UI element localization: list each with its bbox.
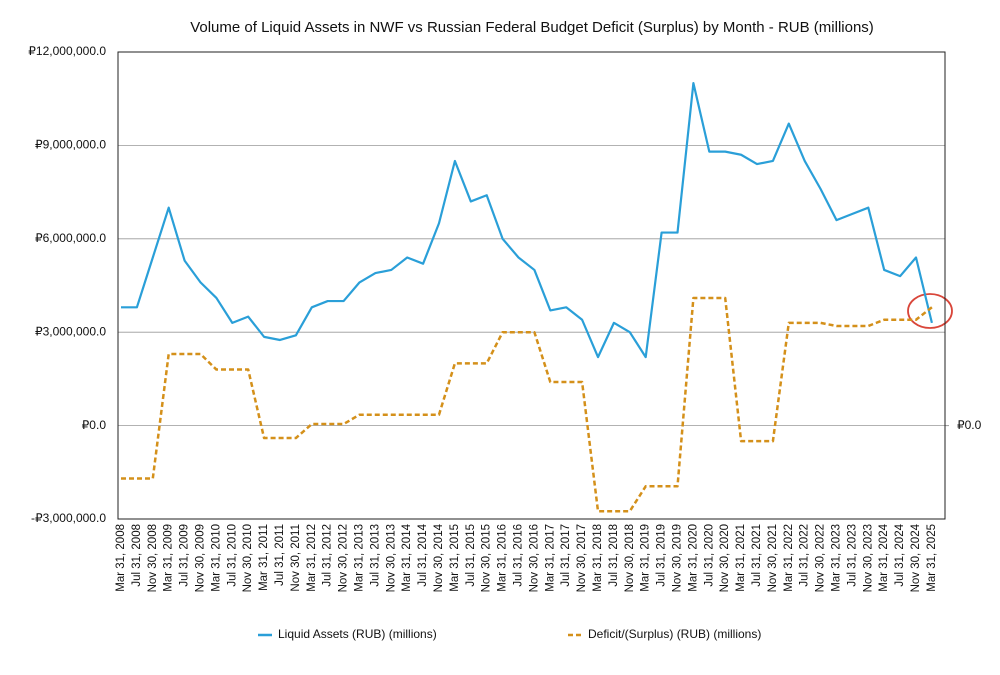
- x-tick-label: Mar 31, 2010: [210, 524, 222, 592]
- y-tick-label: ₽6,000,000.0: [35, 231, 106, 245]
- x-tick-label: Nov 30, 2008: [147, 524, 159, 592]
- x-tick-label: Jul 31, 2015: [465, 524, 477, 587]
- x-tick-label: Nov 30, 2016: [528, 524, 540, 592]
- x-tick-label: Mar 31, 2018: [592, 524, 604, 592]
- legend-item: Liquid Assets (RUB) (millions): [258, 627, 437, 641]
- y-tick-label: ₽0.0: [82, 418, 107, 432]
- y-tick-label: ₽12,000,000.0: [28, 44, 106, 58]
- y-tick-label: -₽3,000,000.0: [31, 511, 106, 525]
- x-tick-label: Nov 30, 2024: [910, 523, 922, 592]
- x-tick-label: Jul 31, 2018: [608, 524, 620, 587]
- x-tick-label: Nov 30, 2022: [815, 524, 827, 592]
- y-tick-label: ₽3,000,000.0: [35, 324, 106, 338]
- x-tick-label: Jul 31, 2014: [417, 523, 429, 586]
- x-tick-label: Nov 30, 2012: [338, 524, 350, 592]
- x-tick-label: Nov 30, 2014: [433, 523, 445, 592]
- plot-frame: [117, 51, 946, 520]
- x-tick-label: Nov 30, 2009: [195, 524, 207, 592]
- legend-label: Deficit/(Surplus) (RUB) (millions): [588, 627, 761, 641]
- x-tick-label: Mar 31, 2008: [115, 524, 127, 592]
- series-line: [121, 296, 933, 513]
- y-tick-label: ₽9,000,000.0: [35, 138, 106, 152]
- chart-title: Volume of Liquid Assets in NWF vs Russia…: [190, 19, 874, 36]
- x-tick-label: Nov 30, 2011: [290, 524, 302, 592]
- x-tick-label: Jul 31, 2021: [751, 524, 763, 587]
- x-tick-label: Mar 31, 2013: [354, 524, 366, 592]
- x-tick-label: Mar 31, 2012: [306, 524, 318, 592]
- x-tick-label: Nov 30, 2020: [719, 524, 731, 592]
- x-tick-label: Jul 31, 2016: [513, 524, 525, 587]
- x-tick-label: Nov 30, 2021: [767, 524, 779, 592]
- x-tick-label: Mar 31, 2021: [735, 524, 747, 592]
- x-tick-label: Mar 31, 2009: [163, 524, 175, 592]
- x-tick-label: Jul 31, 2010: [226, 524, 238, 587]
- x-tick-label: Jul 31, 2024: [894, 523, 906, 586]
- x-tick-label: Mar 31, 2023: [831, 524, 843, 592]
- x-tick-label: Nov 30, 2018: [624, 524, 636, 592]
- y2-tick-label: ₽0.0: [957, 418, 982, 432]
- x-tick-label: Mar 31, 2025: [926, 524, 938, 592]
- x-tick-label: Jul 31, 2009: [179, 524, 191, 587]
- x-tick-label: Nov 30, 2017: [576, 524, 588, 592]
- x-tick-label: Jul 31, 2019: [656, 524, 668, 587]
- x-tick-label: Nov 30, 2013: [385, 524, 397, 592]
- x-tick-label: Mar 31, 2017: [544, 524, 556, 592]
- x-tick-label: Mar 31, 2024: [878, 523, 890, 591]
- x-tick-label: Jul 31, 2013: [369, 524, 381, 587]
- highlight-circle: [907, 293, 953, 329]
- x-tick-label: Jul 31, 2020: [703, 524, 715, 587]
- x-tick-label: Mar 31, 2015: [449, 524, 461, 592]
- x-tick-label: Jul 31, 2023: [846, 524, 858, 587]
- series-line: [121, 82, 933, 359]
- x-tick-label: Mar 31, 2014: [401, 523, 413, 591]
- x-tick-label: Mar 31, 2020: [687, 524, 699, 592]
- x-tick-label: Mar 31, 2019: [640, 524, 652, 592]
- x-tick-label: Nov 30, 2019: [672, 524, 684, 592]
- x-tick-label: Mar 31, 2016: [497, 524, 509, 592]
- x-tick-label: Nov 30, 2015: [481, 524, 493, 592]
- x-tick-label: Jul 31, 2017: [560, 524, 572, 587]
- x-tick-label: Jul 31, 2008: [131, 524, 143, 587]
- x-tick-label: Nov 30, 2023: [862, 524, 874, 592]
- x-tick-label: Nov 30, 2010: [242, 524, 254, 592]
- x-tick-label: Jul 31, 2022: [799, 524, 811, 587]
- x-tick-label: Jul 31, 2011: [274, 524, 286, 586]
- x-tick-label: Jul 31, 2012: [322, 524, 334, 587]
- legend-item: Deficit/(Surplus) (RUB) (millions): [568, 627, 761, 641]
- x-tick-label: Mar 31, 2022: [783, 524, 795, 592]
- x-tick-label: Mar 31, 2011: [258, 524, 270, 591]
- legend-label: Liquid Assets (RUB) (millions): [278, 627, 437, 641]
